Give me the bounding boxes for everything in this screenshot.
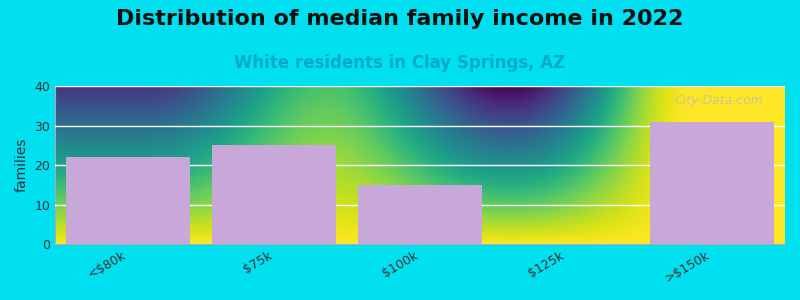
Text: City-Data.com: City-Data.com [674, 94, 763, 107]
Bar [212, 145, 336, 244]
Bar [358, 185, 482, 244]
Bar [650, 122, 774, 244]
Bar [66, 157, 190, 244]
Y-axis label: families: families [15, 138, 29, 192]
Text: White residents in Clay Springs, AZ: White residents in Clay Springs, AZ [234, 54, 566, 72]
Text: Distribution of median family income in 2022: Distribution of median family income in … [116, 9, 684, 29]
